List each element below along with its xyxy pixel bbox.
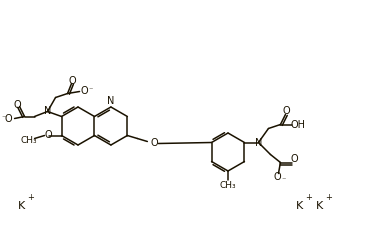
- Text: OH: OH: [291, 120, 306, 129]
- Text: +: +: [27, 193, 34, 202]
- Text: +: +: [325, 193, 332, 202]
- Text: K: K: [316, 201, 323, 211]
- Text: ⁻: ⁻: [281, 175, 286, 184]
- Text: CH₃: CH₃: [220, 180, 236, 190]
- Text: O: O: [69, 76, 76, 85]
- Text: N: N: [107, 96, 115, 106]
- Text: O: O: [151, 139, 158, 149]
- Text: ⁻: ⁻: [1, 113, 6, 122]
- Text: O: O: [283, 106, 290, 117]
- Text: O: O: [291, 154, 298, 165]
- Text: K: K: [18, 201, 25, 211]
- Text: N: N: [255, 138, 262, 147]
- Text: K: K: [296, 201, 303, 211]
- Text: CH₃: CH₃: [20, 136, 37, 145]
- Text: O: O: [14, 99, 21, 110]
- Text: N: N: [44, 106, 51, 117]
- Text: O: O: [5, 114, 12, 124]
- Text: +: +: [305, 193, 312, 202]
- Text: O: O: [274, 172, 281, 183]
- Text: ⁻: ⁻: [88, 85, 93, 94]
- Text: O: O: [81, 87, 88, 96]
- Text: O: O: [45, 131, 52, 140]
